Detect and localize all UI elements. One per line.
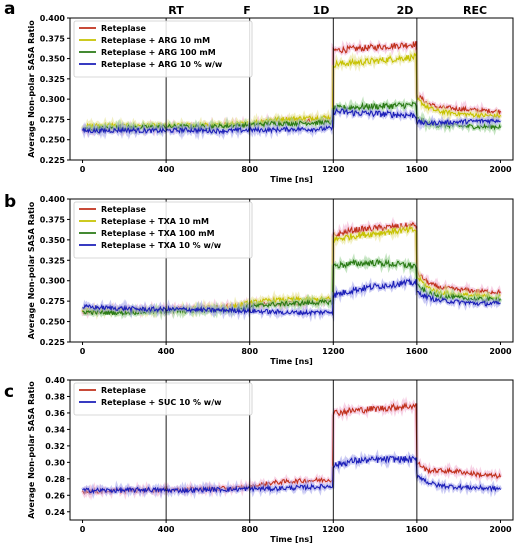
y-axis-label: Average Non-polar SASA Ratio: [27, 381, 36, 519]
legend-entry-0: Reteplase: [101, 386, 146, 395]
legend-entry-0: Reteplase: [101, 24, 146, 33]
y-tick-label: 0.275: [40, 115, 66, 124]
legend-entry-1: Reteplase + ARG 10 mM: [101, 36, 210, 45]
y-tick-label: 0.38: [45, 392, 65, 401]
y-tick-label: 0.225: [40, 338, 66, 347]
y-tick-label: 0.24: [45, 508, 65, 517]
panel-c: c 0 400 800 1200 1600 2000 0.24 0.26 0.28 0.30 0.32…: [4, 376, 514, 544]
y-tick-label: 0.350: [40, 55, 66, 64]
x-tick-label: 0: [80, 347, 86, 356]
x-tick-label: 2000: [489, 165, 512, 174]
plot-area: [80, 396, 503, 501]
y-tick-label: 0.26: [45, 491, 65, 500]
x-axis-label: Time [ns]: [270, 175, 313, 184]
phase-label-1d: 1D: [313, 4, 330, 17]
x-tick-label: 1200: [322, 165, 345, 174]
phase-label-rec: REC: [463, 4, 487, 17]
y-tick-label: 0.40: [45, 376, 65, 385]
x-tick-label: 400: [158, 525, 175, 534]
y-tick-label: 0.30: [45, 458, 65, 467]
y-tick-label: 0.375: [40, 215, 66, 224]
series-line-3: [82, 107, 501, 135]
y-tick-label: 0.36: [45, 409, 65, 418]
x-axis-label: Time [ns]: [270, 535, 313, 544]
x-tick-label: 2000: [489, 525, 512, 534]
legend: Reteplase Reteplase + TXA 10 mM Reteplase …: [73, 201, 253, 259]
series-line-3: [82, 278, 501, 317]
axes-frame: [69, 17, 514, 161]
y-tick-label: 0.400: [40, 195, 66, 204]
panel-label: a: [4, 0, 15, 19]
legend: Reteplase Reteplase + SUC 10 % w/w: [73, 382, 253, 416]
plot-area: [80, 38, 503, 141]
y-tick-label: 0.325: [40, 256, 66, 265]
series-band-0: [80, 396, 503, 501]
legend-entry-2: Reteplase + ARG 100 mM: [101, 48, 216, 57]
legend-entry-0: Reteplase: [101, 205, 146, 214]
panel-label: c: [4, 382, 14, 402]
series-line-1: [82, 454, 501, 495]
x-tick-label: 800: [241, 347, 258, 356]
y-axis-label: Average Non-polar SASA Ratio: [27, 20, 36, 158]
phase-label-rt: RT: [168, 4, 184, 17]
y-tick-label: 0.225: [40, 156, 66, 165]
axes-frame: [69, 379, 514, 521]
y-tick-label: 0.300: [40, 95, 66, 104]
panel-b: b 0 400 800 1200 1600 2000 0.225 0.250 0.275 0.300…: [4, 192, 514, 366]
panel-a: a 0 400 800 1200 1600 2000 0.225 0.250 0.275 0.300…: [4, 0, 514, 184]
x-tick-label: 1600: [406, 165, 429, 174]
phase-label-2d: 2D: [397, 4, 414, 17]
y-tick-label: 0.325: [40, 75, 66, 84]
x-tick-label: 1600: [406, 347, 429, 356]
legend-entry-1: Reteplase + TXA 10 mM: [101, 217, 209, 226]
x-tick-label: 1200: [322, 525, 345, 534]
legend-entry-1: Reteplase + SUC 10 % w/w: [101, 398, 222, 407]
y-tick-label: 0.250: [40, 136, 66, 145]
y-tick-label: 0.400: [40, 14, 66, 23]
phase-label-f: F: [243, 4, 251, 17]
legend-box: [73, 201, 253, 259]
x-tick-label: 400: [158, 165, 175, 174]
x-tick-label: 800: [241, 165, 258, 174]
y-tick-label: 0.32: [45, 442, 65, 451]
legend-box: [73, 20, 253, 78]
x-axis-label: Time [ns]: [270, 357, 313, 366]
y-tick-label: 0.275: [40, 297, 66, 306]
x-tick-label: 800: [241, 525, 258, 534]
y-tick-label: 0.34: [45, 425, 65, 434]
y-tick-label: 0.28: [45, 475, 65, 484]
panel-label: b: [4, 192, 16, 212]
y-tick-label: 0.350: [40, 236, 66, 245]
legend: Reteplase Reteplase + ARG 10 mM Reteplase …: [73, 20, 253, 78]
plot-area: [80, 216, 503, 323]
y-axis-label: Average Non-polar SASA Ratio: [27, 201, 36, 339]
legend-box: [73, 382, 253, 416]
x-tick-label: 1200: [322, 347, 345, 356]
y-tick-label: 0.300: [40, 277, 66, 286]
legend-entry-3: Reteplase + ARG 10 % w/w: [101, 60, 223, 69]
legend-entry-3: Reteplase + TXA 10 % w/w: [101, 241, 222, 250]
x-tick-label: 1600: [406, 525, 429, 534]
y-tick-label: 0.375: [40, 34, 66, 43]
y-tick-label: 0.250: [40, 318, 66, 327]
x-tick-label: 2000: [489, 347, 512, 356]
x-tick-label: 0: [80, 525, 86, 534]
x-tick-label: 400: [158, 347, 175, 356]
x-tick-label: 0: [80, 165, 86, 174]
axes-frame: [69, 198, 514, 343]
legend-entry-2: Reteplase + TXA 100 mM: [101, 229, 215, 238]
